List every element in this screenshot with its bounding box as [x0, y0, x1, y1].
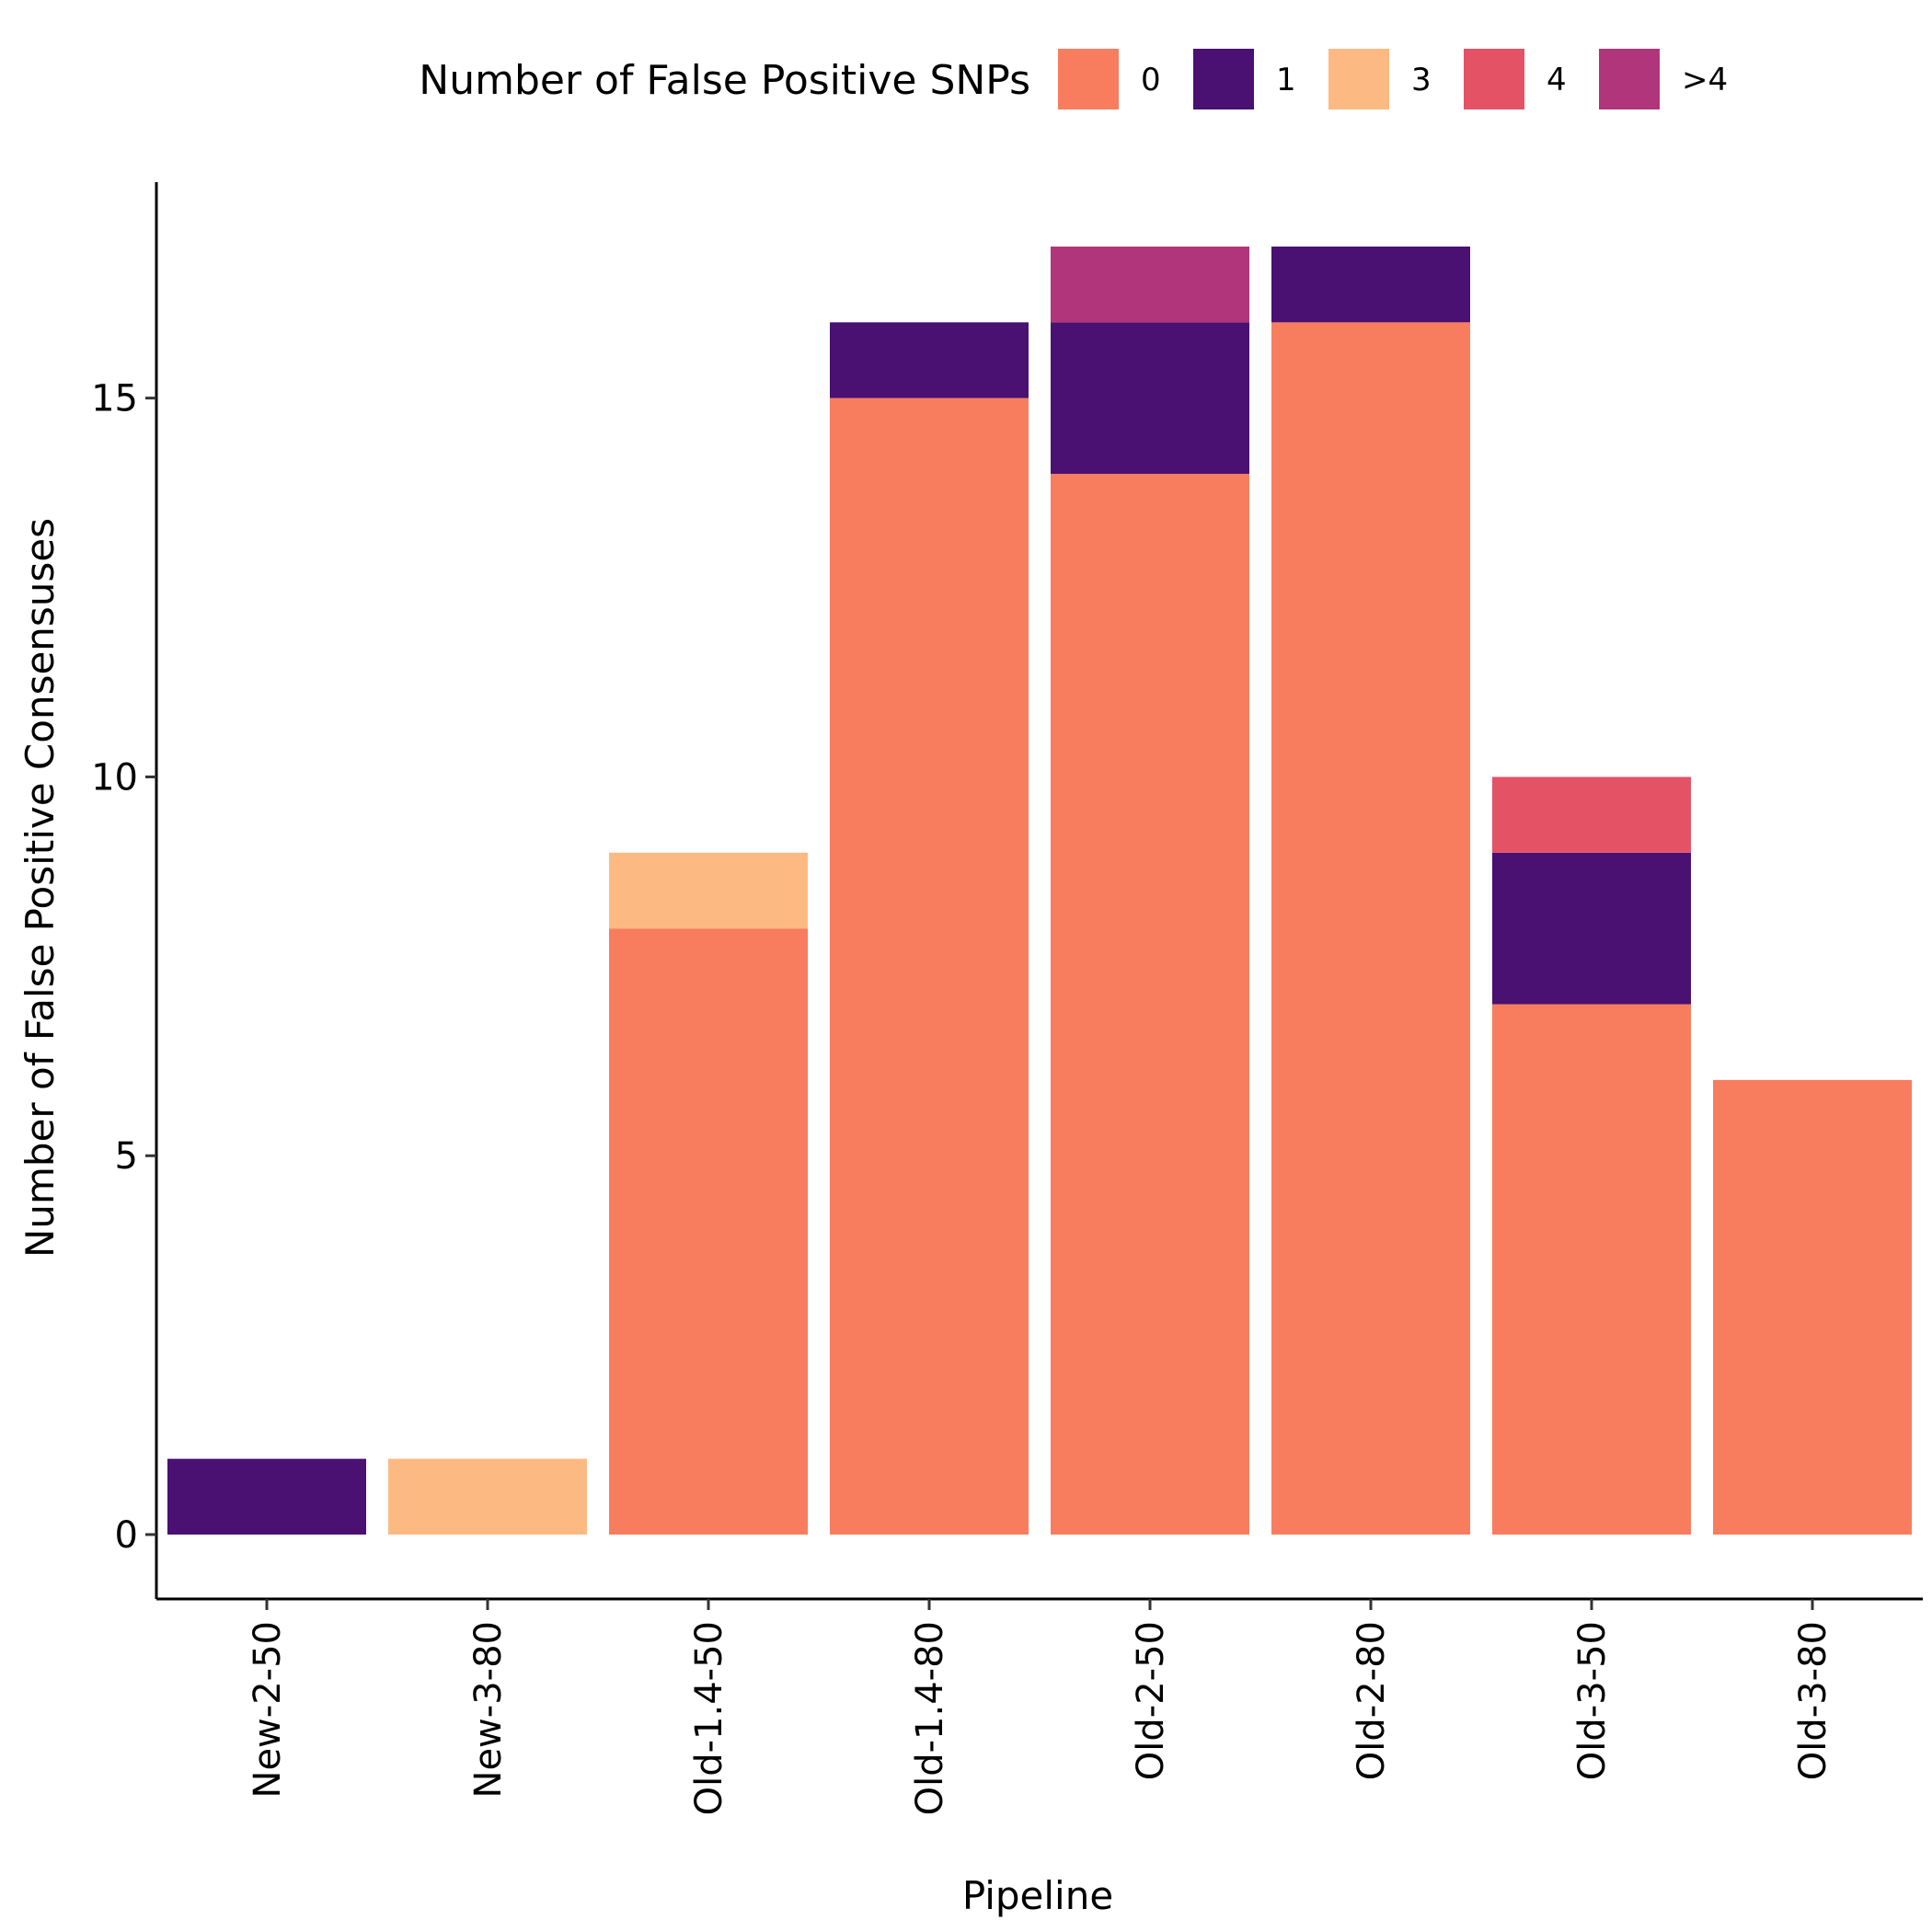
bar-Old-2-80-snp-1 — [1271, 247, 1470, 323]
axes: 0 5 10 15 New-2-50 New-3-80 Old-1.4-50 Old-1.4… — [91, 182, 1923, 1815]
x-tick-label: New-2-50 — [247, 1621, 289, 1798]
bar-Old-2-80-snp-0 — [1271, 322, 1470, 1535]
x-axis-title: Pipeline — [962, 1873, 1113, 1918]
bar-Old-3-50-snp-1 — [1492, 852, 1691, 1005]
legend-swatch-1 — [1193, 49, 1254, 109]
legend-label: 4 — [1547, 62, 1567, 98]
bar-Old-3-80-snp-0 — [1713, 1079, 1912, 1535]
x-tick-label: Old-2-80 — [1351, 1621, 1393, 1780]
bars — [167, 247, 1912, 1535]
bar-Old-2-50-snp->4 — [1051, 247, 1249, 323]
legend-label: 3 — [1411, 62, 1432, 98]
x-tick-label: New-3-80 — [467, 1621, 510, 1798]
x-tick-label: Old-3-50 — [1571, 1621, 1614, 1780]
y-tick-label: 0 — [115, 1514, 138, 1557]
y-axis-title: Number of False Positive Consensuses — [17, 518, 63, 1258]
legend-label: 1 — [1276, 62, 1296, 98]
legend-swatch-3 — [1328, 49, 1389, 109]
bar-Old-2-50-snp-1 — [1051, 322, 1249, 475]
bar-Old-3-50-snp-0 — [1492, 1004, 1691, 1535]
bar-Old-1.4-80-snp-1 — [830, 322, 1029, 398]
legend-title: Number of False Positive SNPs — [419, 57, 1030, 104]
bar-Old-1.4-80-snp-0 — [830, 397, 1029, 1535]
x-tick-label: Old-1.4-50 — [688, 1621, 730, 1815]
x-tick-label: Old-3-80 — [1792, 1621, 1834, 1780]
legend-label: 0 — [1141, 62, 1161, 98]
legend-swatch->4 — [1599, 49, 1660, 109]
legend-label: >4 — [1682, 62, 1728, 98]
bar-Old-2-50-snp-0 — [1051, 474, 1249, 1535]
bar-Old-1.4-50-snp-3 — [609, 852, 808, 929]
legend-swatch-0 — [1058, 49, 1119, 109]
bar-New-2-50-snp-1 — [167, 1458, 366, 1535]
bar-New-3-80-snp-3 — [388, 1458, 587, 1535]
x-tick-label: Old-2-50 — [1130, 1621, 1172, 1780]
bar-Old-3-50-snp-4 — [1492, 776, 1691, 853]
x-tick-label: Old-1.4-80 — [909, 1621, 951, 1815]
legend-swatch-4 — [1464, 49, 1524, 109]
y-tick-label: 15 — [91, 378, 138, 420]
y-tick-label: 10 — [91, 756, 138, 799]
y-tick-label: 5 — [115, 1135, 138, 1178]
bar-Old-1.4-50-snp-0 — [609, 928, 808, 1535]
legend: Number of False Positive SNPs 0 1 3 4 >4 — [419, 49, 1728, 109]
